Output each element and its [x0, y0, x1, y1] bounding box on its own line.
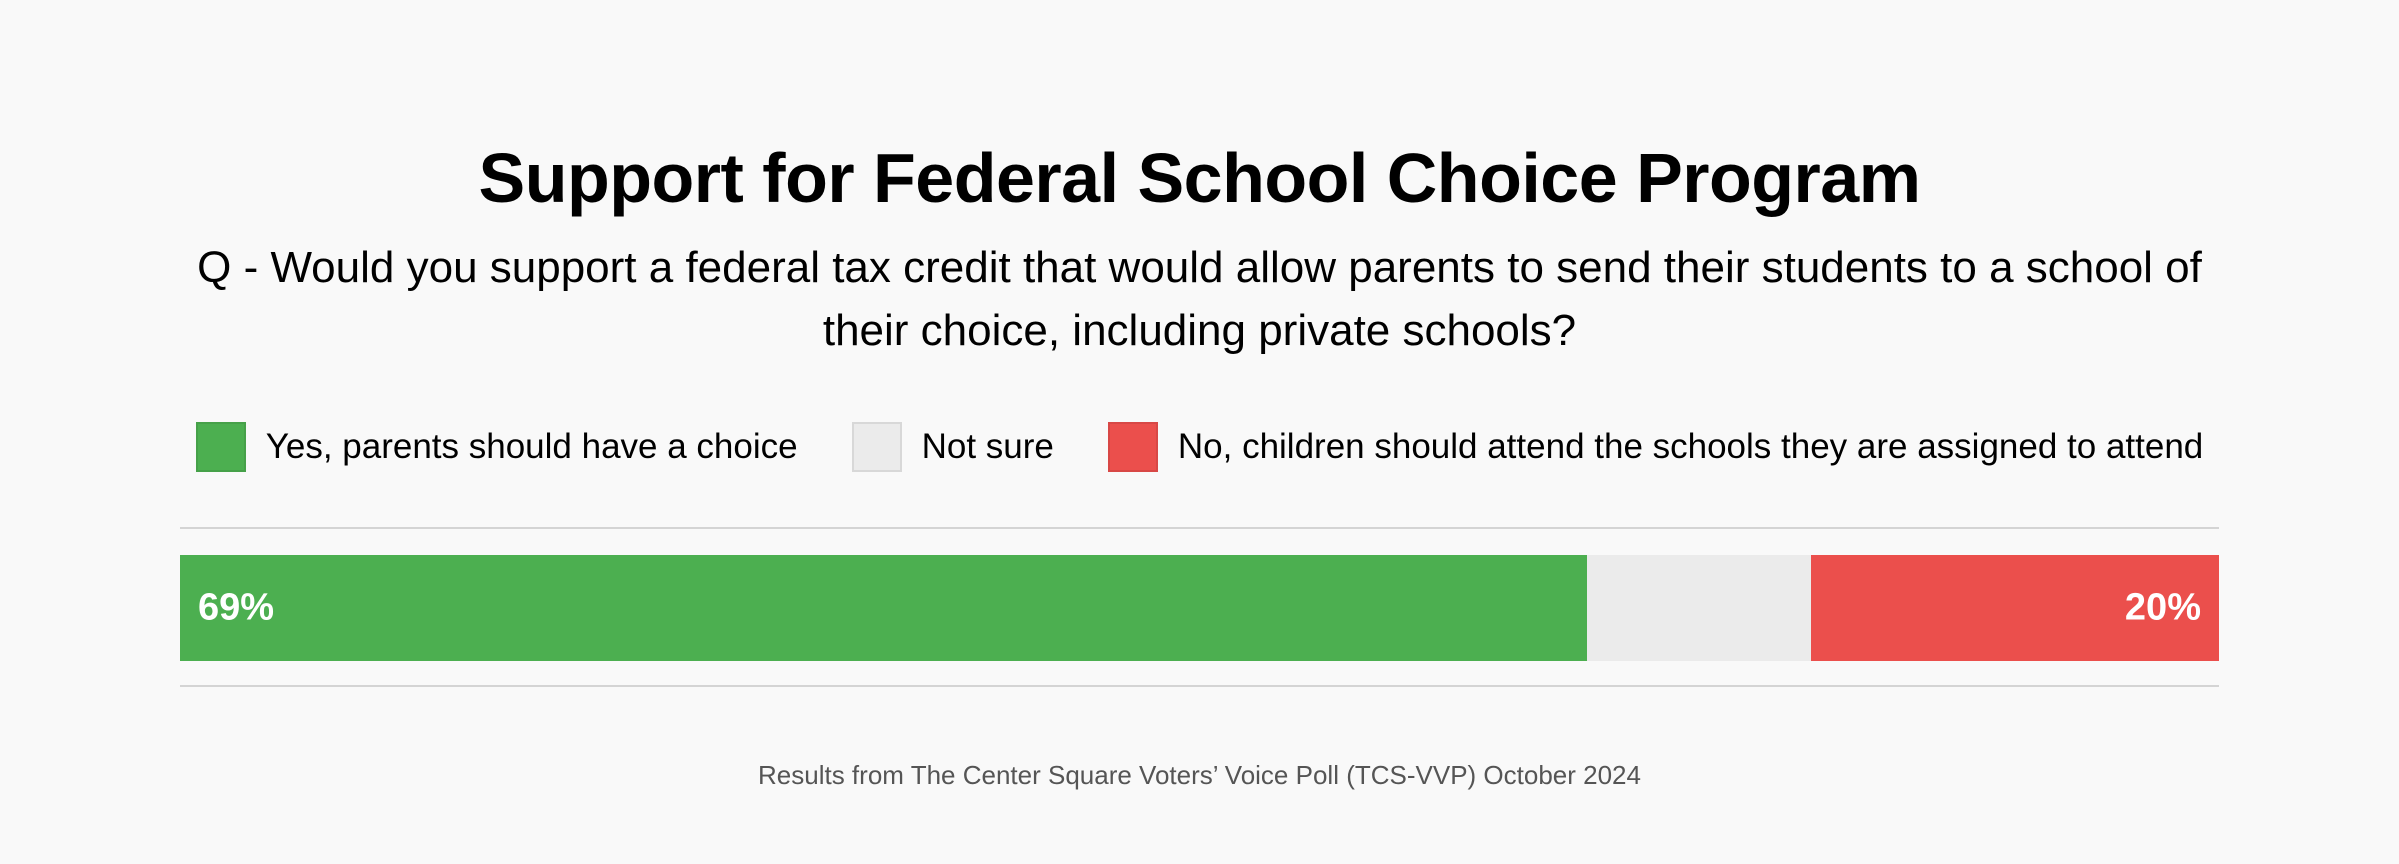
- legend: Yes, parents should have a choice Not sur…: [0, 422, 2399, 472]
- data-label: 20%: [2124, 586, 2201, 629]
- top-rule: [180, 527, 2219, 529]
- bar-segment: [1586, 555, 1812, 661]
- data-label: 69%: [198, 586, 275, 629]
- legend-swatch: [1107, 422, 1158, 472]
- legend-swatch: [195, 422, 246, 472]
- legend-label: Yes, parents should have a choice: [265, 427, 798, 466]
- bar-segment: 69%: [180, 555, 1587, 661]
- chart-subtitle: Q - Would you support a federal tax cred…: [197, 243, 2202, 355]
- legend-item: Not sure: [851, 422, 1054, 472]
- stacked-bar: 69% 20%: [180, 555, 2219, 661]
- bar-segment: 20%: [1811, 555, 2219, 661]
- legend-label: Not sure: [921, 427, 1054, 466]
- legend-item: Yes, parents should have a choice: [195, 422, 798, 472]
- bottom-rule: [180, 685, 2219, 687]
- legend-item: No, children should attend the schools t…: [1107, 422, 2204, 472]
- source-footer: Results from The Center Square Voters’ V…: [758, 760, 1641, 790]
- chart-title: Support for Federal School Choice Progra…: [478, 139, 1921, 217]
- legend-swatch: [851, 422, 902, 472]
- legend-label: No, children should attend the schools t…: [1177, 427, 2204, 466]
